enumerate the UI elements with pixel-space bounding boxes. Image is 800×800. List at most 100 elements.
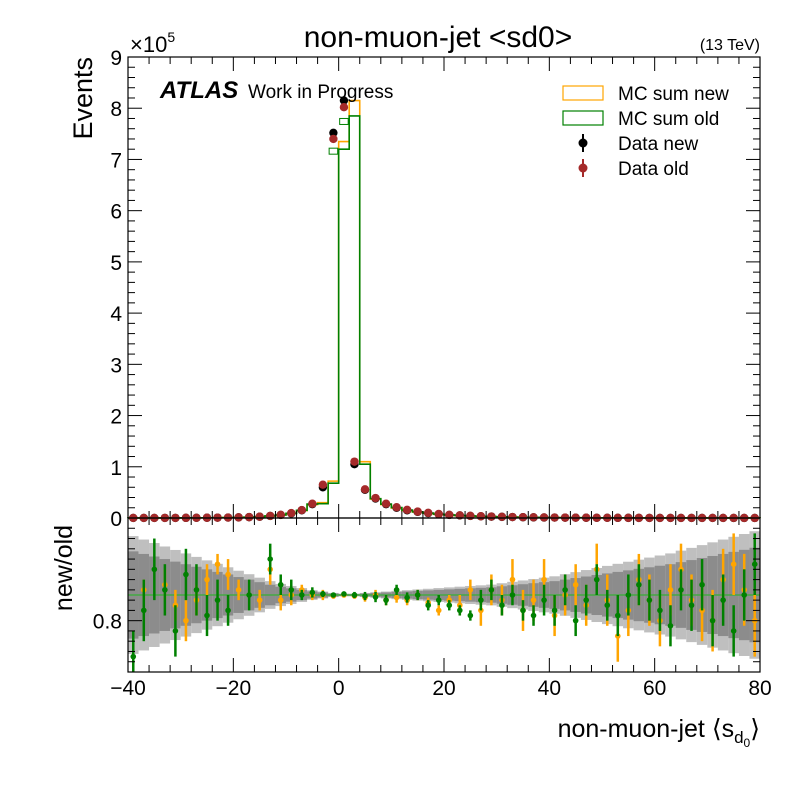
ratio-new-point — [256, 597, 263, 603]
y-tick-label: 8 — [110, 98, 122, 121]
ratio-new-point — [572, 581, 579, 588]
y-multiplier-base: ×10 — [130, 32, 167, 57]
data-old-point — [266, 511, 275, 521]
main-y-ticks: 0 1 2 3 4 5 6 7 8 9 — [110, 47, 760, 531]
ratio-old-point — [162, 587, 168, 593]
ratio-old-point — [751, 561, 758, 567]
ratio-new-point — [277, 597, 284, 603]
ratio-old-point — [383, 597, 389, 603]
data-old-point — [381, 499, 391, 508]
y-multiplier: ×105 — [130, 29, 175, 57]
ratio-old-point — [541, 597, 547, 603]
ratio-old-point — [277, 581, 284, 588]
main-x-ticks — [127, 57, 761, 518]
ratio-old-point — [351, 592, 358, 598]
ratio-old-point — [372, 594, 379, 600]
data-old-point — [360, 485, 370, 494]
ratio-new-point — [435, 607, 442, 614]
ratio-old-point — [246, 592, 252, 598]
data-old-point — [297, 505, 306, 515]
data-old-point — [487, 512, 496, 521]
ratio-new-point — [225, 571, 231, 578]
ratio-old-point — [520, 607, 526, 614]
data-points — [129, 96, 759, 523]
main-panel: 0 1 2 3 4 5 6 7 8 9 — [110, 47, 761, 531]
ratio-new-point — [235, 587, 242, 593]
ratio-old-point — [636, 581, 642, 588]
mc-uncertainty-box — [328, 147, 339, 155]
ratio-old-point — [183, 571, 189, 578]
ratio-old-point — [446, 602, 453, 609]
data-old-point — [392, 503, 401, 512]
ratio-new-point — [530, 597, 537, 603]
y-tick-label: 0 — [110, 508, 122, 531]
ratio-old-point — [730, 628, 737, 634]
ratio-old-point — [288, 587, 295, 593]
y-tick-label: 4 — [110, 303, 122, 326]
ratio-old-point — [488, 587, 495, 593]
y-tick-label: 9 — [110, 47, 122, 70]
ratio-old-point — [151, 566, 158, 573]
ratio-old-point — [457, 607, 463, 614]
ratio-old-point — [299, 592, 305, 598]
ratio-old-point — [425, 602, 432, 609]
ratio-old-point — [509, 592, 516, 598]
data-new-point — [329, 128, 338, 138]
x-axis-label-sub: d — [734, 728, 743, 747]
legend-marker — [578, 138, 588, 148]
y-tick-label: 2 — [110, 406, 122, 429]
ratio-old-point — [214, 597, 221, 603]
ratio-old-point — [467, 612, 474, 619]
ratio-y-tick-label: 0.8 — [93, 611, 122, 634]
ratio-old-point — [362, 593, 368, 599]
ratio-new-point — [667, 587, 674, 593]
ratio-old-point — [204, 612, 210, 619]
x-axis-label: non-muon-jet ⟨sd0⟩ — [558, 715, 760, 750]
data-old-point — [508, 512, 517, 522]
ratio-old-point — [646, 597, 653, 603]
ratio-old-point — [193, 587, 200, 593]
x-axis-label-bracket-close: ⟩ — [750, 715, 760, 743]
ratio-old-point — [593, 576, 600, 583]
ratio-old-point — [709, 617, 716, 624]
x-tick-label: 60 — [643, 677, 666, 700]
x-axis-label-subsub: 0 — [744, 736, 751, 750]
ratio-old-point — [478, 597, 484, 603]
energy-label: (13 TeV) — [700, 37, 760, 54]
ratio-old-point — [267, 556, 274, 562]
ratio-old-point — [625, 592, 632, 598]
data-old-point — [445, 510, 454, 520]
ratio-old-point — [435, 597, 442, 603]
ratio-old-point — [393, 587, 400, 593]
ratio-new-point — [393, 594, 400, 601]
data-old-point — [276, 510, 285, 520]
ratio-old-point — [667, 623, 674, 629]
ratio-old-point — [499, 602, 505, 609]
data-old-point — [497, 512, 507, 522]
ratio-y-label: new/old — [50, 525, 78, 611]
y-axis-label: Events — [68, 57, 98, 140]
ratio-new-point — [214, 561, 221, 567]
ratio-new-point — [509, 576, 516, 583]
data-old-point — [255, 512, 264, 521]
ratio-old-point — [172, 628, 179, 634]
legend-label: Data new — [618, 134, 699, 155]
data-old-point — [287, 508, 296, 518]
ratio-new-point — [730, 561, 737, 567]
x-axis-label-main: non-muon-jet — [558, 715, 712, 743]
x-tick-label: 20 — [432, 677, 455, 700]
ratio-old-point — [699, 581, 705, 588]
atlas-label: ATLAS — [159, 77, 238, 104]
ratio-new-point — [204, 576, 210, 583]
y-tick-label: 3 — [110, 354, 122, 377]
ratio-points — [130, 533, 758, 672]
ratio-old-point — [583, 597, 589, 603]
legend-swatch — [562, 85, 604, 101]
ratio-old-point — [341, 591, 347, 597]
data-old-point — [244, 512, 254, 522]
ratio-old-point — [572, 617, 579, 624]
data-old-point — [308, 499, 317, 508]
data-old-point — [318, 480, 328, 489]
ratio-old-point — [562, 587, 568, 593]
data-old-point — [424, 508, 433, 518]
